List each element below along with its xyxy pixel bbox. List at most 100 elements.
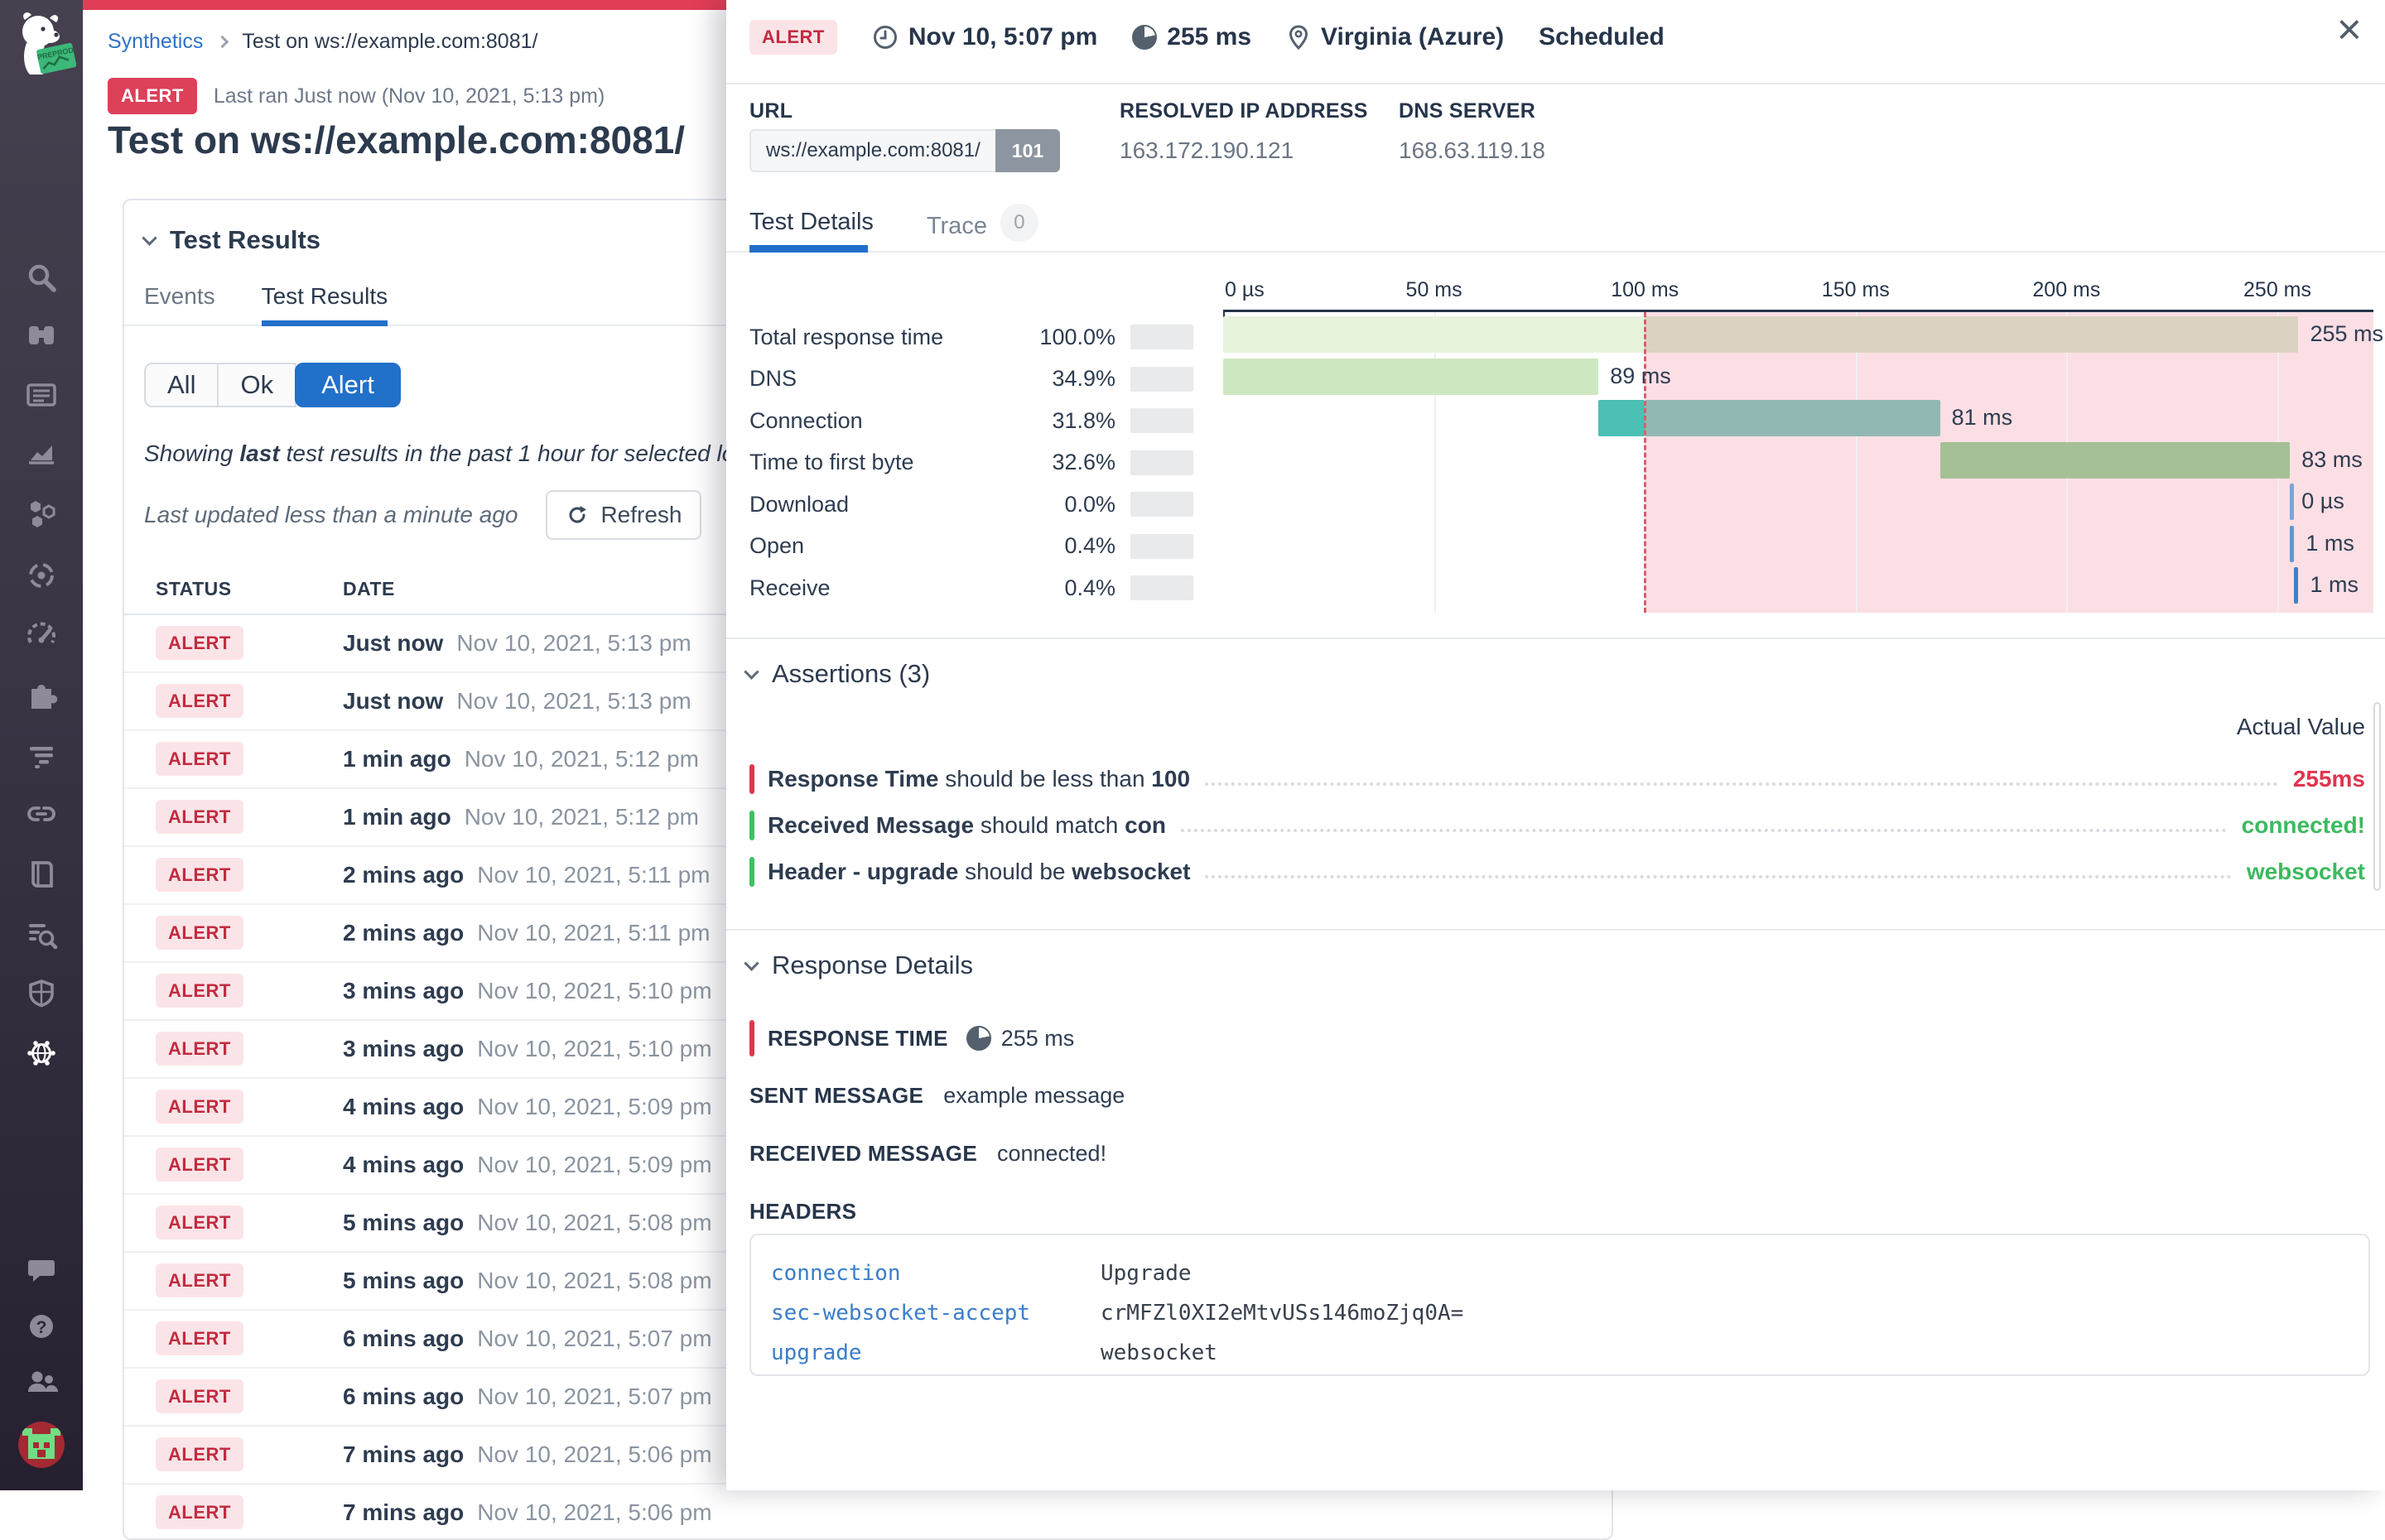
metric-percent: 0.0% [1064,491,1115,517]
axis-tick-label: 0 µs [1225,278,1265,301]
header-key-link[interactable]: connection [771,1261,901,1286]
monitors-cycle-icon[interactable] [24,558,59,593]
fail-indicator-bar [749,1020,754,1056]
security-shield-icon[interactable] [24,976,59,1011]
table-row[interactable]: ALERT Just now Nov 10, 2021, 5:13 pm [124,615,1612,673]
waterfall-metric-row: Open 0.4% [749,526,1193,568]
metrics-chart-icon[interactable] [24,436,59,471]
filter-alert[interactable]: Alert [295,363,401,407]
table-row[interactable]: ALERT 1 min ago Nov 10, 2021, 5:12 pm [124,789,1612,847]
watchdog-binoculars-icon[interactable] [24,318,59,353]
waterfall-bar[interactable] [1645,316,2299,353]
notebooks-icon[interactable] [24,857,59,892]
header-key-link[interactable]: upgrade [771,1340,862,1365]
response-time-row: RESPONSE TIME 255 ms [749,1020,1074,1056]
refresh-icon [569,506,587,523]
divider [726,929,2385,931]
bar-value-label: 0 µs [2301,488,2344,513]
axis-tick-label: 100 ms [1611,278,1679,301]
assertion-text: Header - upgrade should be websocket [768,859,1191,884]
table-row[interactable]: ALERT 7 mins ago Nov 10, 2021, 5:06 pm [124,1485,1612,1538]
metric-percent-bar [1130,325,1193,350]
url-pill: ws://example.com:8081/ 101 [749,129,1061,172]
close-icon[interactable]: × [2336,6,2362,54]
dashboards-icon[interactable] [24,378,59,412]
leader-dots [1205,875,2232,878]
row-status-badge: ALERT [156,974,243,1008]
search-icon[interactable] [24,260,59,295]
waterfall-bar[interactable] [1223,358,1599,395]
row-date: Nov 10, 2021, 5:11 pm [477,920,711,946]
actual-value-label: Actual Value [2236,714,2365,739]
row-relative-time: 2 mins ago [343,920,465,946]
waterfall-metric-row: Download 0.0% [749,484,1193,526]
row-status-badge: ALERT [156,1148,243,1181]
row-status-badge: ALERT [156,1379,243,1413]
assertions-header[interactable]: Assertions (3) [744,659,930,689]
resolved-ip-label: RESOLVED IP ADDRESS [1120,99,1368,123]
last-ran-text: Last ran Just now (Nov 10, 2021, 5:13 pm… [213,84,605,108]
integrations-puzzle-icon[interactable] [24,678,59,713]
table-row[interactable]: ALERT 6 mins ago Nov 10, 2021, 5:07 pm [124,1369,1612,1427]
breadcrumb: Synthetics Test on ws://example.com:8081… [108,30,537,54]
header-key-link[interactable]: sec-websocket-accept [771,1301,1031,1326]
tab-events[interactable]: Events [144,283,215,309]
duration-pie-icon [966,1026,991,1051]
tab-test-results[interactable]: Test Results [261,283,388,326]
ci-link-icon[interactable] [24,797,59,832]
row-relative-time: 1 min ago [343,804,451,830]
metric-percent: 0.4% [1064,533,1115,559]
waterfall-bar[interactable] [1939,441,2291,479]
bar-value-label: 255 ms [2310,321,2383,346]
synthetics-globe-icon[interactable] [24,1036,59,1071]
waterfall-bar[interactable] [1645,400,1940,436]
metric-label: Receive [749,575,831,600]
filter-ok[interactable]: Ok [217,363,297,407]
response-details-header[interactable]: Response Details [744,950,973,980]
status-filter-group: All Ok Alert [144,363,401,407]
breadcrumb-synthetics-link[interactable]: Synthetics [108,30,204,53]
headers-table: connection Upgrade sec-websocket-accept crM… [749,1234,2370,1376]
row-status-badge: ALERT [156,1206,243,1239]
metric-label: DNS [749,366,797,392]
assertion-row[interactable]: Header - upgrade should be websocket webs… [749,853,2365,891]
assertion-row[interactable]: Received Message should match con connect… [749,806,2365,845]
refresh-button[interactable]: Refresh [546,490,702,540]
axis-tick-label: 50 ms [1405,278,1462,301]
row-status-badge: ALERT [156,1495,243,1529]
row-status-badge: ALERT [156,858,243,892]
panel-scrollbar-thumb[interactable] [2373,702,2381,891]
leader-dots [1180,829,2227,832]
datadog-logo[interactable]: PREPROD [7,7,76,98]
waterfall-bar[interactable] [2290,484,2295,520]
apm-gauge-icon[interactable] [24,618,59,652]
assertion-row[interactable]: Response Time should be less than 100 255… [749,760,2365,798]
waterfall-bar[interactable] [2294,567,2299,604]
header-value: websocket [1101,1340,1217,1365]
infrastructure-hexagons-icon[interactable] [24,496,59,531]
row-status-badge: ALERT [156,1090,243,1124]
tab-trace[interactable]: Trace 0 [927,204,1038,247]
metric-label: Download [749,491,850,517]
user-avatar[interactable] [17,1421,65,1469]
log-explorer-icon[interactable] [24,917,59,951]
waterfall-bar[interactable] [2290,525,2295,562]
column-status[interactable]: STATUS [156,578,232,599]
metric-percent: 34.9% [1052,366,1115,392]
users-icon[interactable] [24,1364,59,1399]
pipelines-icon[interactable] [24,738,59,772]
chat-icon[interactable] [24,1252,59,1287]
row-relative-time: 4 mins ago [343,1152,465,1177]
metric-percent-bar [1130,450,1193,475]
column-date[interactable]: DATE [343,578,395,599]
row-date: Nov 10, 2021, 5:06 pm [477,1499,712,1525]
filter-all[interactable]: All [144,363,219,407]
help-icon[interactable]: ? [24,1309,59,1344]
waterfall-bar[interactable] [1223,316,1645,353]
card-header[interactable]: Test Results [142,225,1612,255]
collapse-chevron-icon [744,663,759,680]
tab-test-details[interactable]: Test Details [749,209,874,235]
waterfall-bar[interactable] [1598,400,1645,436]
table-row[interactable]: ALERT 5 mins ago Nov 10, 2021, 5:08 pm [124,1195,1612,1253]
axis-tick [1223,310,1225,319]
